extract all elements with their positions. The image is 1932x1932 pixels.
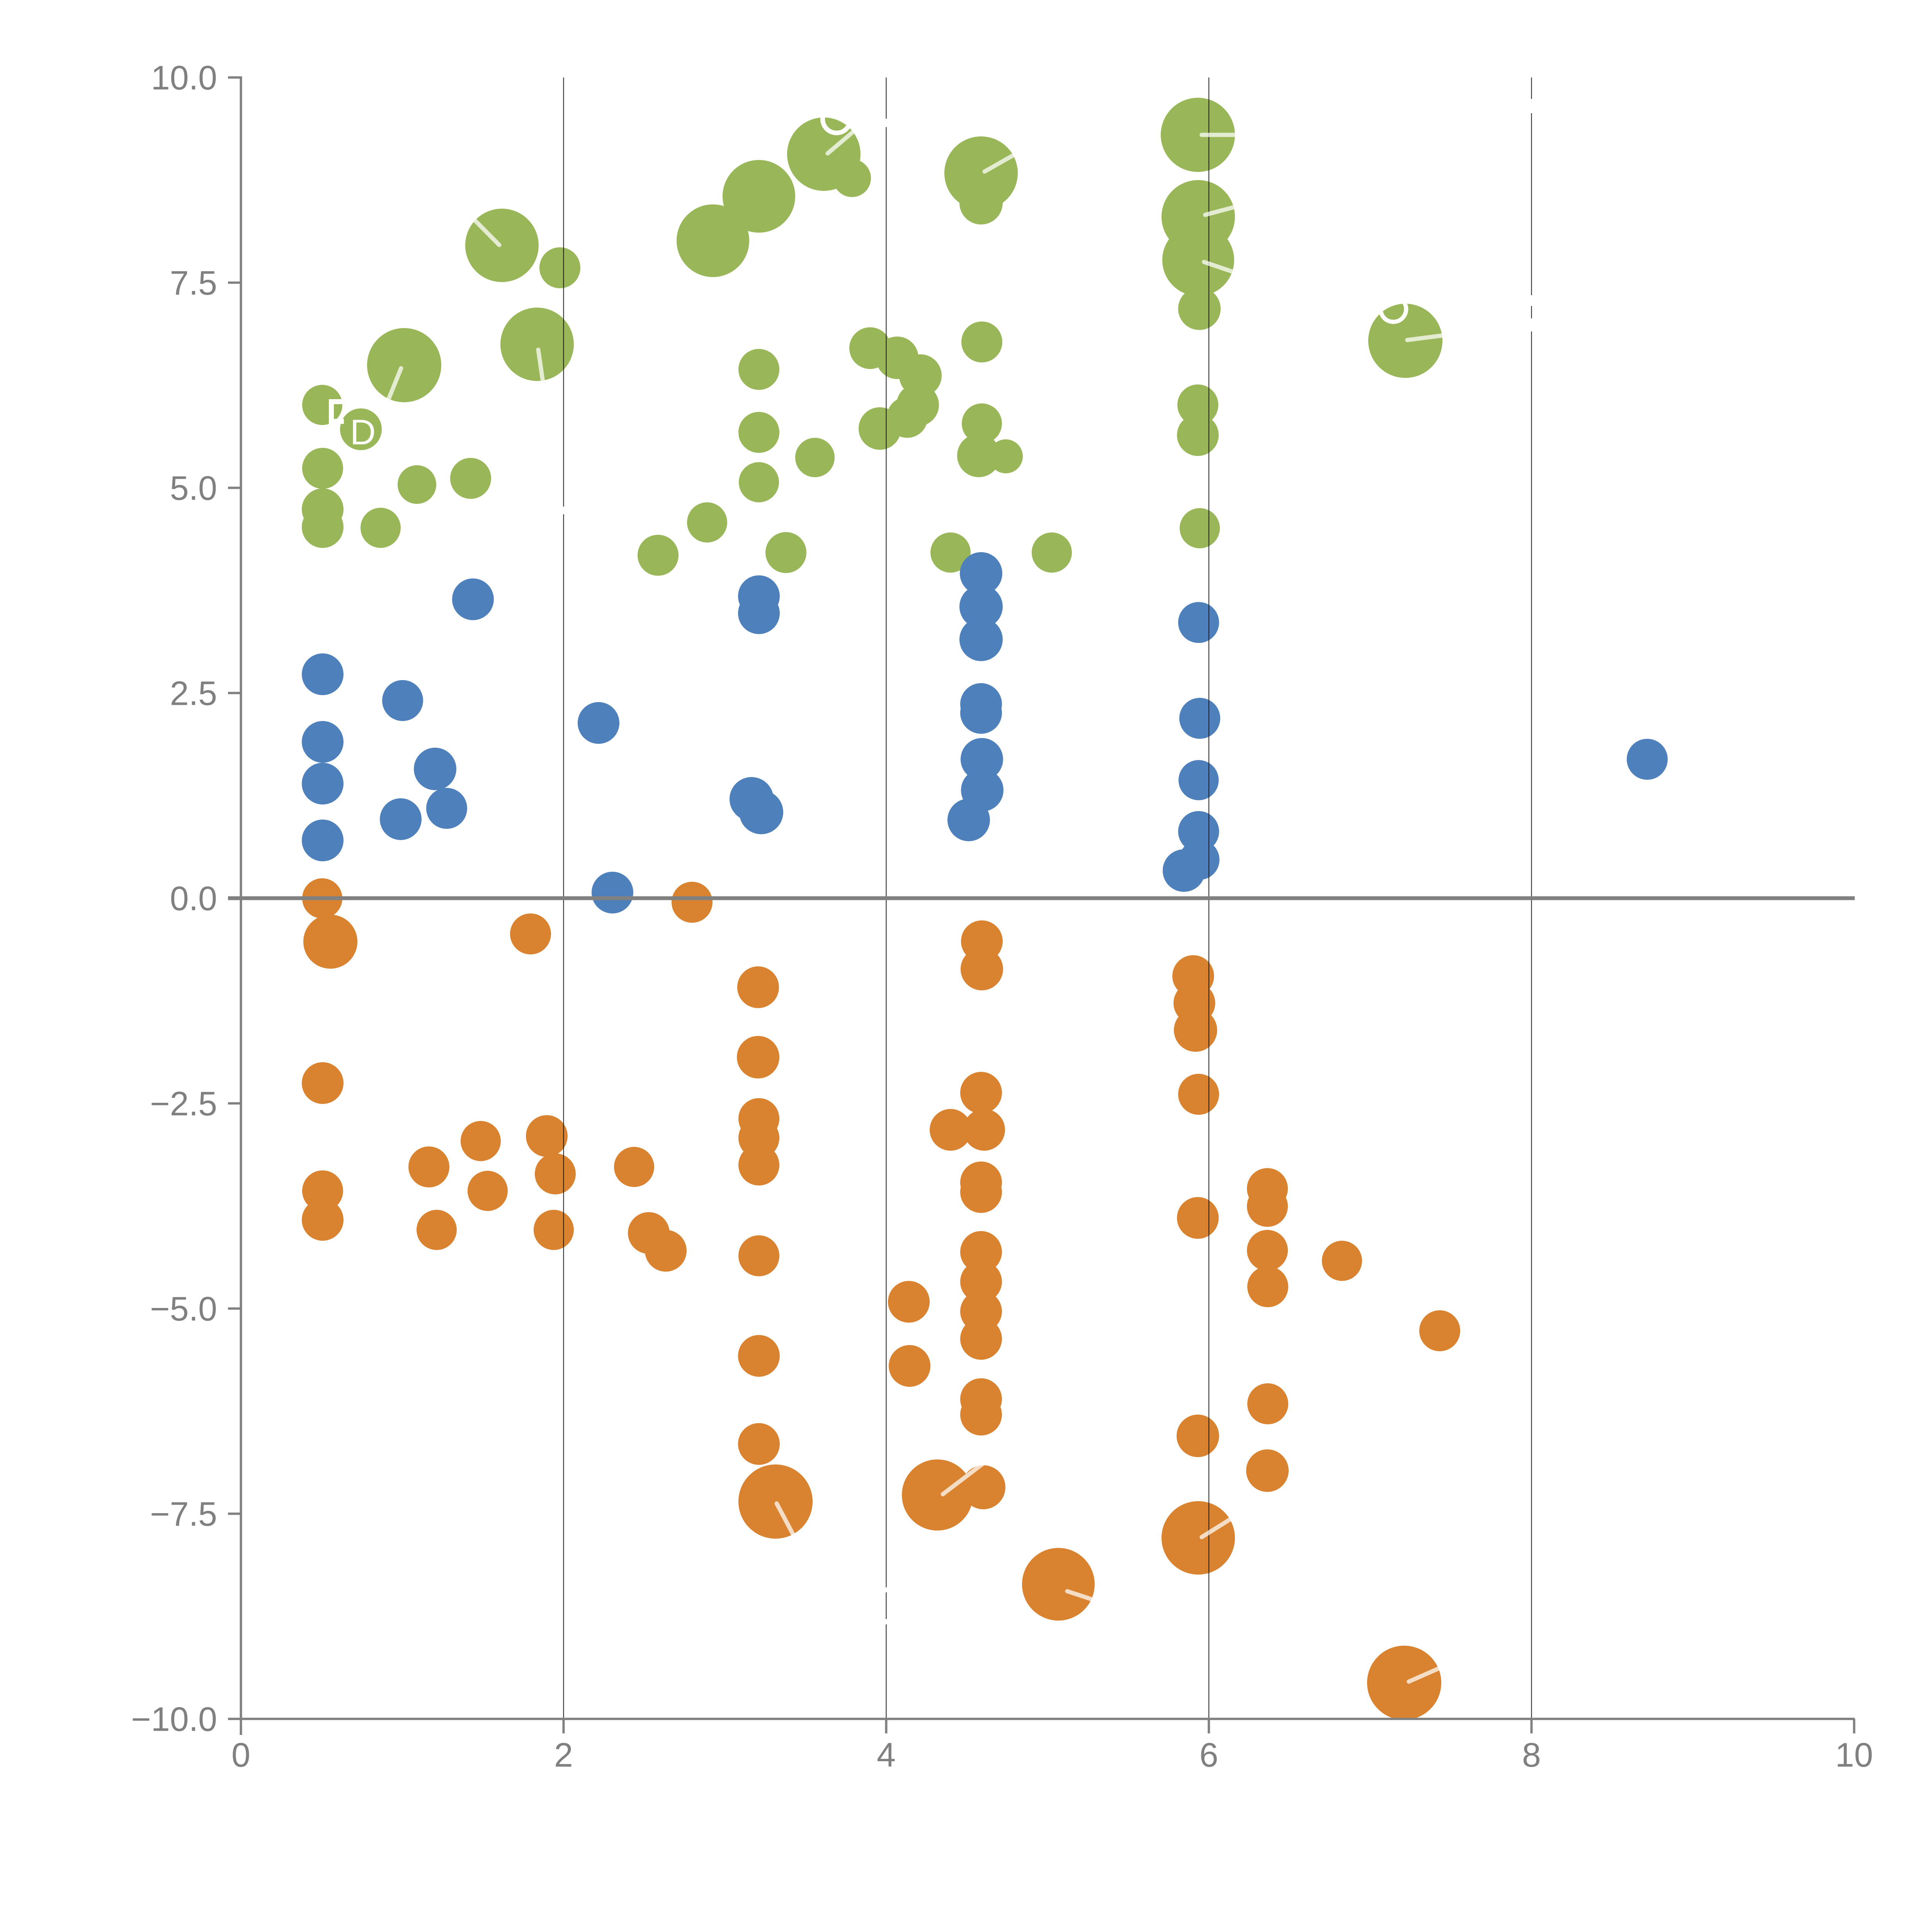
svg-text:5.0: 5.0 [170,469,217,507]
svg-text:0: 0 [231,1736,250,1774]
svg-text:4: 4 [877,1736,896,1774]
svg-text:8: 8 [1522,1736,1541,1774]
svg-text:DA: DA [350,413,404,452]
svg-text:−7.5: −7.5 [150,1495,217,1533]
svg-text:−10.0: −10.0 [131,1700,217,1738]
svg-text:0.0: 0.0 [170,879,217,918]
svg-text:6: 6 [1199,1736,1218,1774]
svg-text:2.5: 2.5 [170,674,217,713]
svg-text:7.5: 7.5 [170,264,217,302]
svg-text:−5.0: −5.0 [150,1290,217,1328]
svg-text:10: 10 [1835,1736,1873,1774]
svg-text:2: 2 [554,1736,573,1774]
svg-text:−2.5: −2.5 [150,1085,217,1123]
svg-text:10.0: 10.0 [151,59,217,97]
